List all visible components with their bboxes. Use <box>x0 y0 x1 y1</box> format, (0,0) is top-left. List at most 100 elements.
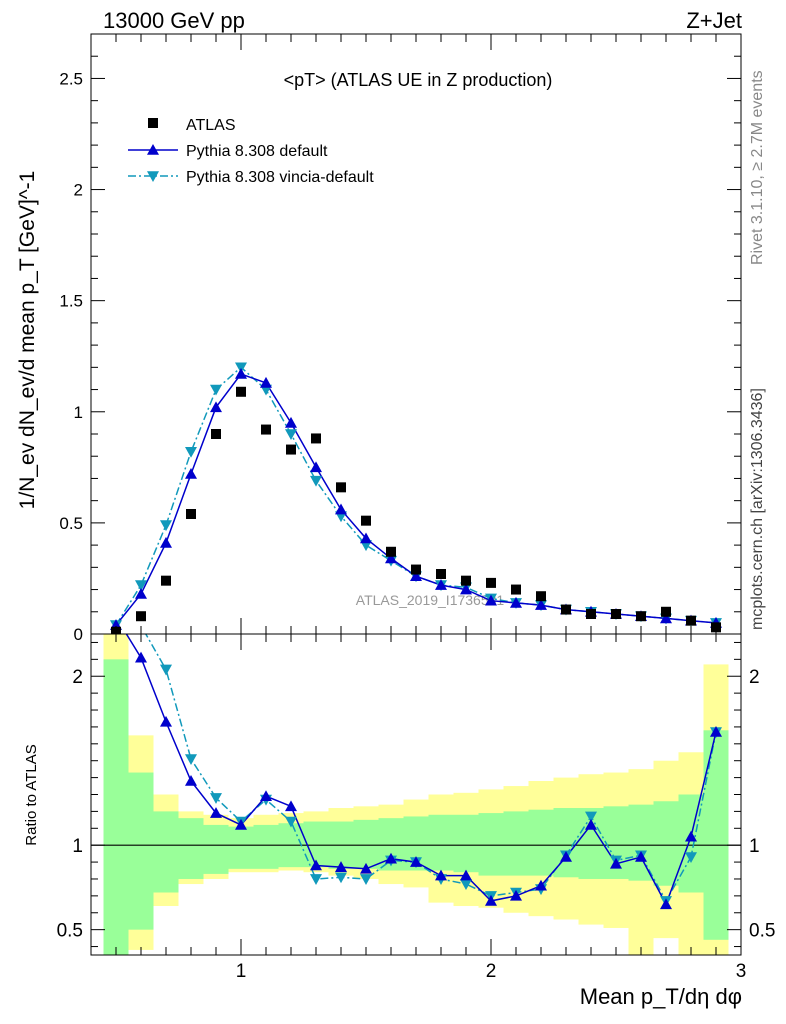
default-point <box>385 552 397 564</box>
default-point <box>510 596 522 608</box>
main-ytick-label: 0.5 <box>59 514 83 533</box>
atlas-point <box>511 584 521 595</box>
legend-atlas-marker <box>148 118 158 128</box>
vincia-point <box>210 384 222 396</box>
band-inner <box>653 801 679 886</box>
series-line-vincia <box>115 366 717 626</box>
default-point <box>660 612 672 624</box>
ratio-default-point <box>535 879 547 891</box>
atlas-point <box>411 564 421 575</box>
mcplots-label: mcplots.cern.ch [arXiv:1306.3436] <box>749 388 766 630</box>
band-inner <box>353 819 379 869</box>
atlas-point <box>611 609 621 619</box>
legend: ATLAS Pythia 8.308 default Pythia 8.308 vi… <box>128 117 374 186</box>
band-inner <box>678 794 704 893</box>
ratio-ytick-label-left: 2 <box>72 667 83 688</box>
atlas-point <box>586 609 596 619</box>
ratio-ytick-label-left: 1 <box>72 836 83 857</box>
legend-atlas-label: ATLAS <box>186 117 236 134</box>
ratio-ytick-label-left: 0.5 <box>57 921 83 942</box>
ratio-xtick-label: 3 <box>736 961 747 982</box>
atlas-point <box>461 575 471 586</box>
ratio-default-point <box>335 861 347 872</box>
default-point <box>535 599 547 610</box>
vincia-point <box>285 429 297 440</box>
band-inner <box>428 814 454 871</box>
rivet-label: Rivet 3.1.10, ≥ 2.7M events <box>749 70 766 265</box>
ratio-vincia-point <box>585 811 597 823</box>
main-ytick-label: 1.5 <box>59 292 83 311</box>
uncertainty-bands <box>103 634 729 955</box>
ratio-default-point <box>135 651 147 663</box>
band-inner <box>628 804 654 881</box>
ratio-default-point <box>210 807 222 818</box>
ratio-vincia-point <box>185 754 197 766</box>
ratio-default-point <box>310 859 322 871</box>
band-inner <box>453 814 479 873</box>
vincia-point <box>135 580 147 592</box>
ratio-vincia-point <box>210 793 222 804</box>
default-point <box>360 532 372 544</box>
atlas-point <box>236 386 246 397</box>
ratio-ytick-label-right: 1 <box>749 836 760 857</box>
band-inner <box>103 659 129 955</box>
analysis-watermark: ATLAS_2019_I1736531 <box>356 592 505 608</box>
ratio-default-point <box>385 852 397 864</box>
ratio-default-point <box>635 851 647 862</box>
band-inner <box>478 813 504 876</box>
chart-title: <pT> (ATLAS UE in Z production) <box>284 70 553 90</box>
atlas-point <box>686 615 696 626</box>
default-point <box>260 376 272 388</box>
atlas-point <box>661 606 671 617</box>
ratio-default-point <box>435 869 447 881</box>
atlas-point <box>361 515 371 526</box>
atlas-point <box>161 575 171 586</box>
ratio-default-point <box>460 869 472 881</box>
main-panel: <pT> (ATLAS UE in Z production) ATLAS_201… <box>59 33 742 644</box>
atlas-point <box>211 429 221 439</box>
ratio-ytick-label-right: 2 <box>749 667 760 688</box>
ratio-axes: 0.5 0.5 1 1 2 2 1 2 3 <box>57 633 775 982</box>
ratio-vincia-point <box>685 852 697 864</box>
ratio-ytick-label-right: 0.5 <box>749 921 775 942</box>
ratio-default-point <box>660 898 672 910</box>
default-point <box>310 461 322 473</box>
ratio-series <box>125 634 722 910</box>
legend-vincia-label: Pythia 8.308 vincia-default <box>186 169 374 186</box>
default-point <box>410 570 422 582</box>
band-inner <box>528 809 554 876</box>
default-point <box>185 468 197 479</box>
ratio-default-point <box>160 715 172 727</box>
main-ytick-label: 2 <box>74 181 83 200</box>
ratio-vincia-point <box>160 664 172 676</box>
legend-default-marker <box>147 144 159 155</box>
ratio-default-point <box>510 889 522 901</box>
vincia-point <box>185 446 197 458</box>
band-inner <box>128 772 154 930</box>
atlas-point <box>136 611 146 622</box>
x-axis-label: Mean p_T/dη dφ <box>580 984 742 1009</box>
ratio-vincia-point <box>285 816 297 828</box>
ratio-default-point <box>485 894 497 906</box>
band-inner <box>503 811 529 876</box>
main-ytick-label: 1 <box>74 403 83 422</box>
default-point <box>135 588 147 599</box>
default-point <box>210 401 222 413</box>
main-series-lines <box>110 362 722 634</box>
main-ytick-label: 0 <box>74 625 83 644</box>
atlas-point <box>186 509 196 519</box>
ratio-vincia-point <box>310 874 322 885</box>
ratio-vincia-point <box>360 874 372 885</box>
default-point <box>460 583 472 595</box>
atlas-point <box>311 433 321 444</box>
ratio-default-point <box>685 830 697 842</box>
header-left: 13000 GeV pp <box>103 8 245 33</box>
legend-default-label: Pythia 8.308 default <box>186 143 328 160</box>
atlas-point <box>261 424 271 435</box>
ratio-default-point <box>585 818 597 830</box>
atlas-point <box>561 604 571 615</box>
ratio-default-point <box>410 856 422 867</box>
default-point <box>160 536 172 548</box>
main-ylabel: 1/N_ev dN_ev/d mean p_T [GeV]^-1 <box>16 171 39 510</box>
